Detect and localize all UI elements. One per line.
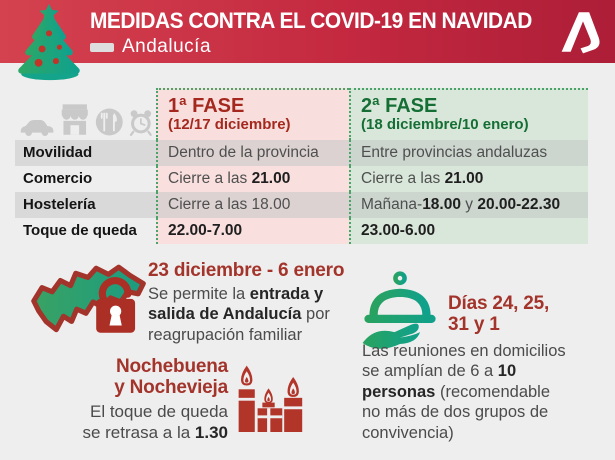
row-movilidad-phase1: Dentro de la provincia [156, 140, 349, 166]
eves-note: Nochebuena y Nochevieja El toque de qued… [58, 356, 228, 443]
phase2-header: 2ª FASE (18 diciembre/10 enero) [349, 88, 588, 140]
travel-note-body: Se permite la entrada y salida de Andalu… [148, 284, 368, 345]
junta-de-andalucia-logo [561, 12, 600, 54]
row-movilidad-phase2: Entre provincias andaluzas [349, 140, 588, 166]
andalucia-map-open-padlock-icon [31, 264, 146, 333]
row-label-toque-de-queda: Toque de queda [23, 222, 137, 239]
christmas-tree-icon [18, 3, 80, 81]
row-hosteleria-phase1: Cierre a las 18.00 [156, 192, 349, 218]
row-comercio-phase1: Cierre a las 21.00 [156, 166, 349, 192]
row-toque-phase1: 22.00-7.00 [156, 218, 349, 244]
phase1-header: 1ª FASE (12/17 diciembre) [156, 88, 349, 140]
phase1-name: 1ª FASE [168, 95, 245, 117]
dash-icon [90, 42, 114, 52]
eves-title-line1: Nochebuena [115, 356, 228, 377]
eves-body-line1: El toque de queda [89, 401, 228, 421]
serving-dish-hand-icon [362, 271, 436, 349]
travel-body-line2: salida de Andalucía por [148, 305, 330, 324]
eves-body-line2: se retrasa a la 1.30 [82, 422, 228, 442]
row-label-movilidad: Movilidad [15, 140, 156, 166]
store-icon [61, 104, 88, 135]
gatherings-note-body: Las reuniones en domicilios se amplían d… [362, 341, 600, 443]
phase2-dates: (18 diciembre/10 enero) [361, 116, 529, 134]
gatherings-body-line5: convivencia) [362, 423, 454, 442]
gatherings-title-line2: 31 y 1 [448, 313, 500, 335]
travel-note-title: 23 diciembre - 6 enero [148, 260, 345, 281]
main-title: MEDIDAS CONTRA EL COVID-19 EN NAVIDAD [90, 8, 532, 33]
eves-note-body: El toque de queda se retrasa a la 1.30 [58, 401, 228, 443]
row-label-comercio: Comercio [23, 170, 93, 187]
gatherings-body-line1: Las reuniones en domicilios [362, 342, 566, 360]
candles-icon [238, 365, 303, 432]
gatherings-body-line4: no más de dos grupos de [362, 403, 549, 422]
gatherings-body-line2: se amplían de 6 a 10 [362, 362, 517, 381]
phases-table: 1ª FASE (12/17 diciembre) 2ª FASE (18 di… [15, 88, 588, 244]
row-label-hosteleria: Hostelería [15, 192, 156, 218]
region-label: Andalucía [122, 36, 212, 57]
category-icons [15, 88, 156, 140]
row-comercio-phase2: Cierre a las 21.00 [349, 166, 588, 192]
eves-title-line2: y Nochevieja [114, 376, 228, 398]
travel-body-line3: reagrupación familiar [148, 325, 303, 344]
header-banner [0, 0, 615, 63]
car-icon [20, 119, 54, 136]
phase1-dates: (12/17 diciembre) [168, 116, 291, 134]
gatherings-note-title: Días 24, 25, 31 y 1 [448, 293, 550, 336]
gatherings-body-line3: personas (recomendable [362, 382, 551, 401]
travel-body-line1: Se permite la entrada y [148, 285, 324, 303]
row-hosteleria-phase2: Mañana-18.00 y 20.00-22.30 [349, 192, 588, 218]
row-toque-phase2: 23.00-6.00 [349, 218, 588, 244]
phase2-name: 2ª FASE [361, 95, 438, 117]
restaurant-icon [95, 108, 123, 136]
subtitle-row: Andalucía [90, 36, 211, 58]
gatherings-title-line1: Días 24, 25, [448, 293, 550, 314]
alarm-clock-icon [130, 110, 153, 136]
